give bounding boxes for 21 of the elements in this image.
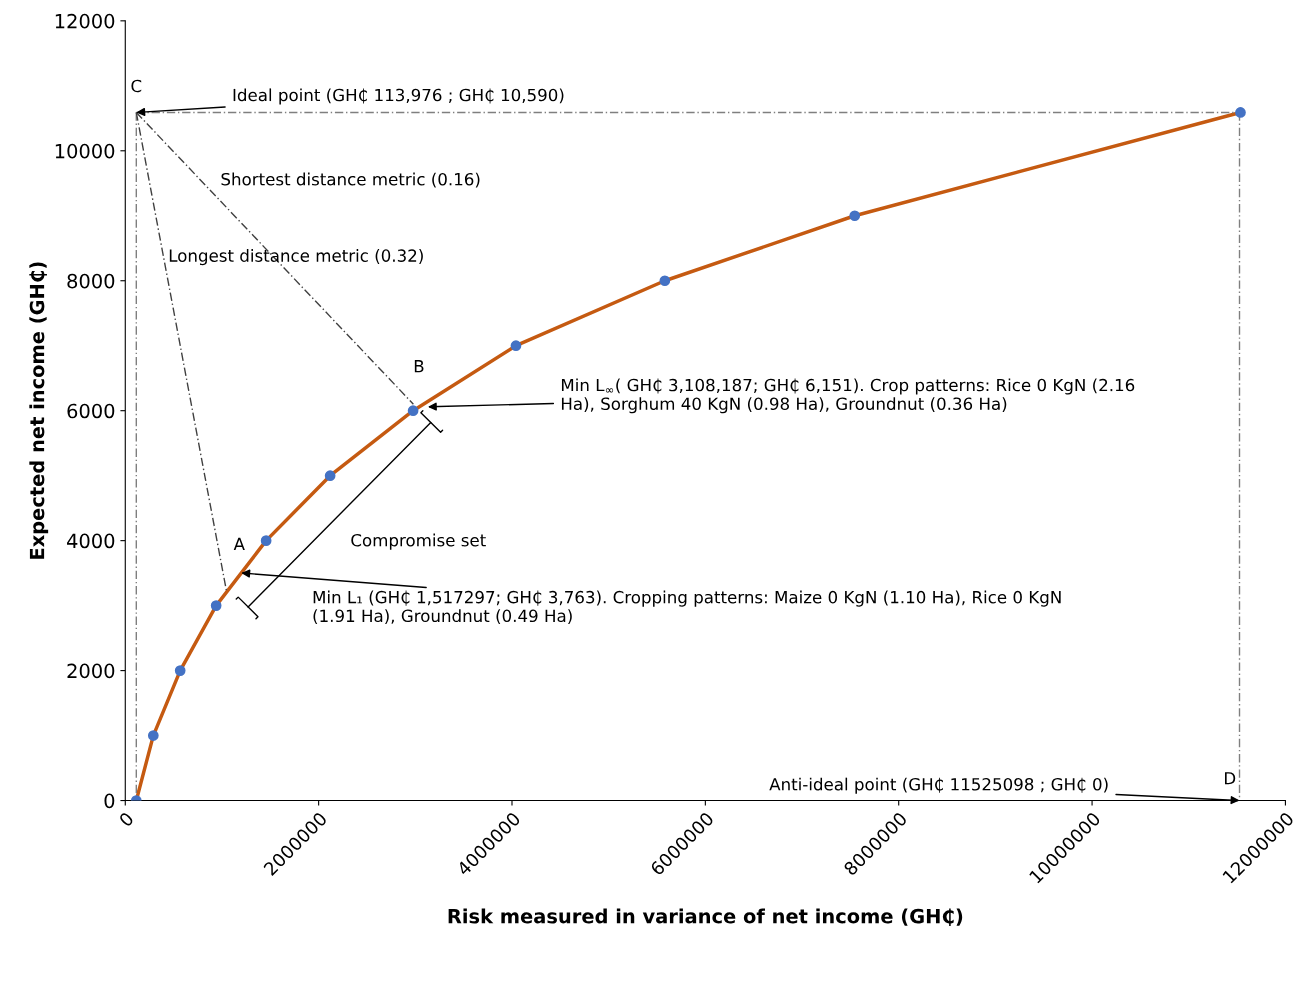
y-tick-label: 4000 [67,533,115,549]
x-tick-label: 0 [118,811,135,828]
y-tick-label: 8000 [67,273,115,289]
y-tick-label: 10000 [55,143,115,159]
annotation: Min L$_{∞}$( GH₵ 3,108,187; GH₵ 6,151). Crop patterns: Rice 0 KgN (2.16 Ha), Sorghum 40 KgN (0.98 Ha), Groundnut (0.36 Ha) [561,378,1135,414]
y-tick-label: 6000 [67,403,115,419]
y-tick-label: 12000 [55,13,115,29]
annotation: B [414,360,424,373]
y-tick-label: 2000 [67,663,115,679]
y-axis-title: Expected net income (GH₵) [29,262,49,559]
annotation: Ideal point (GH₵ 113,976 ; GH₵ 10,590) [233,88,564,105]
annotation: C [131,79,142,93]
x-axis-title: Risk measured in variance of net income (GH₵) [448,908,963,927]
annotation: Anti-ideal point (GH₵ 11525098 ; GH₵ 0) [769,777,1108,794]
annotation: Shortest distance metric (0.16) [221,172,480,188]
annotation: Longest distance metric (0.32) [169,249,423,266]
annotation: D [1225,772,1236,785]
annotation: A [233,537,245,550]
annotation: Min L₁ (GH₵ 1,517297; GH₵ 3,763). Cropping patterns: Maize 0 KgN (1.10 Ha), Rice 0 KgN (1.91 Ha), Groundnut (0.49 Ha) [313,590,1061,625]
y-tick-label: 0 [104,793,115,809]
annotation: Compromise set [351,533,486,550]
